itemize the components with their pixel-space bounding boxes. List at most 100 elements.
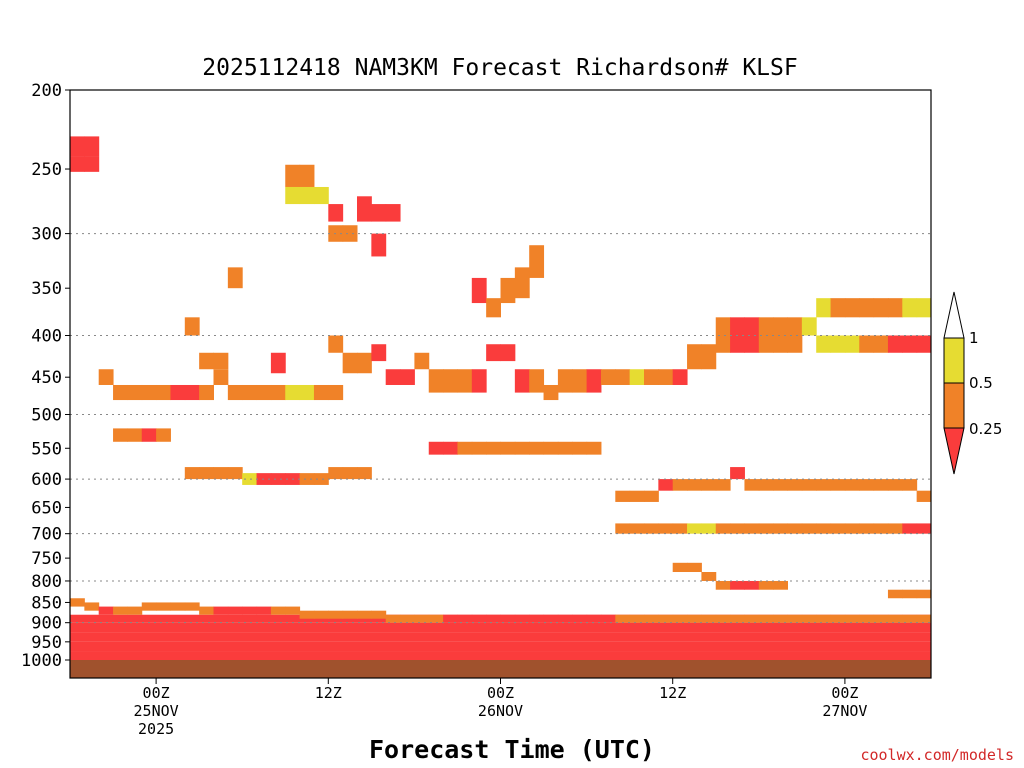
ri-cell (385, 204, 401, 222)
ri-cell (629, 614, 645, 623)
x-axis-label: Forecast Time (UTC) (369, 735, 655, 764)
ri-cell (572, 441, 588, 455)
ri-cell (514, 614, 530, 623)
ri-cell (715, 614, 731, 623)
ri-cell (902, 479, 918, 491)
ri-cell (428, 369, 444, 393)
ri-cell (371, 233, 387, 257)
ri-cell (486, 441, 501, 455)
ytick-label: 350 (31, 279, 62, 299)
ri-cell (400, 369, 415, 385)
ri-cell (887, 298, 903, 318)
ri-cell (414, 352, 430, 370)
ri-cell (141, 384, 157, 401)
ri-cell (371, 610, 387, 619)
band-4 (70, 651, 931, 660)
ri-cell (816, 614, 832, 623)
ri-cell (600, 369, 616, 385)
ri-cell (328, 204, 344, 222)
ri-cell (529, 369, 545, 393)
colorbar-label: 0.5 (969, 374, 993, 392)
ri-cell (127, 384, 143, 401)
ri-cell (902, 335, 918, 353)
ri-cell (744, 614, 760, 623)
ri-cell (357, 610, 372, 619)
ri-cell (270, 352, 286, 374)
ri-cell (70, 156, 85, 172)
ri-cell (313, 384, 329, 401)
ri-cell (615, 523, 631, 534)
ri-cell (687, 479, 702, 491)
ri-cell (701, 479, 717, 491)
ri-cell (672, 614, 688, 623)
ri-cell (70, 598, 85, 607)
colorbar-label: 0.25 (969, 420, 1002, 438)
ri-cell (471, 441, 487, 455)
ri-cell (313, 186, 329, 205)
ri-cell (285, 186, 301, 205)
ri-cell (744, 523, 760, 534)
ri-cell (457, 441, 473, 455)
ri-cell (902, 614, 918, 623)
ri-cell (443, 441, 458, 455)
ri-cell (787, 523, 803, 534)
ri-cell (701, 523, 717, 534)
ri-cell (773, 479, 788, 491)
colorbar-label: 1 (969, 329, 979, 347)
ri-cell (701, 344, 717, 370)
ri-cell (127, 606, 143, 615)
ytick-label: 900 (31, 614, 62, 634)
ri-cell (529, 614, 545, 623)
ri-cell (758, 614, 774, 623)
ri-cell (916, 490, 932, 502)
ri-cell (256, 384, 272, 401)
ri-cell (557, 441, 573, 455)
ri-cell (615, 614, 631, 623)
xtick-label: 27NOV (822, 702, 867, 720)
ri-cell (859, 523, 875, 534)
ytick-label: 300 (31, 225, 62, 245)
ri-cell (572, 369, 588, 393)
ri-cell (816, 479, 832, 491)
ri-cell (715, 479, 731, 491)
ri-cell (299, 610, 315, 619)
ri-cell (873, 614, 889, 623)
ri-cell (758, 580, 774, 590)
ri-cell (773, 523, 788, 534)
ytick-label: 750 (31, 549, 62, 569)
ytick-label: 850 (31, 593, 62, 613)
ri-cell (572, 614, 588, 623)
ri-cell (744, 479, 760, 491)
ri-cell (887, 479, 903, 491)
colorbar-red-arrow (943, 427, 965, 475)
ytick-label: 200 (31, 81, 62, 101)
ri-cell (658, 614, 674, 623)
ri-cell (816, 335, 832, 353)
ri-cell (428, 614, 444, 623)
ri-cell (156, 428, 171, 442)
ri-cell (199, 352, 214, 370)
ri-cell (385, 614, 401, 623)
ri-cell (313, 610, 329, 619)
ytick-label: 650 (31, 498, 62, 518)
ri-cell (213, 352, 229, 370)
ri-cell (328, 610, 344, 619)
ri-cell (887, 614, 903, 623)
ri-cell (787, 317, 803, 353)
xtick-label: 12Z (659, 684, 686, 702)
ri-cell (543, 441, 559, 455)
ri-cell (744, 580, 760, 590)
ytick-label: 250 (31, 160, 62, 180)
ri-cell (127, 428, 143, 442)
ri-cell (916, 589, 932, 599)
ri-cell (701, 572, 717, 581)
ri-cell (184, 384, 200, 401)
ri-cell (285, 606, 301, 615)
ri-cell (586, 441, 602, 455)
ri-cell (70, 136, 85, 157)
ytick-label: 500 (31, 406, 62, 426)
ri-cell (773, 317, 788, 353)
ri-cell (658, 369, 674, 385)
ri-cell (844, 479, 860, 491)
